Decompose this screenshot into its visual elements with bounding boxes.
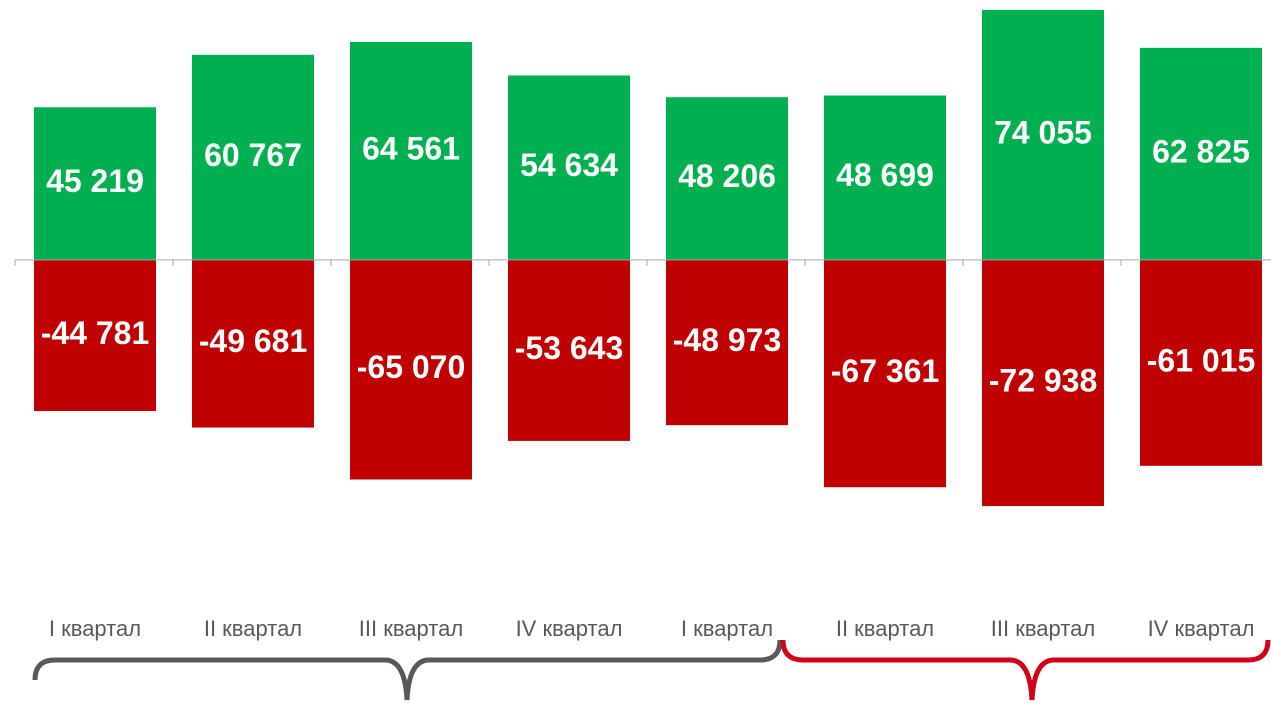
bar <box>1140 259 1262 466</box>
bar <box>192 54 314 260</box>
x-tick-label: IV квартал <box>516 616 623 641</box>
bar <box>982 9 1104 260</box>
value-label: -49 681 <box>199 323 308 359</box>
bar <box>982 259 1104 507</box>
value-label: -65 070 <box>357 349 466 385</box>
x-tick-label: III квартал <box>359 616 463 641</box>
x-tick-label: II квартал <box>836 616 934 641</box>
bar <box>666 259 788 426</box>
x-tick-label: III квартал <box>991 616 1095 641</box>
value-label: -67 361 <box>831 353 940 389</box>
x-tick-label: II квартал <box>204 616 302 641</box>
bar <box>824 259 946 488</box>
value-label: 45 219 <box>46 163 144 199</box>
value-label: -53 643 <box>515 330 624 366</box>
value-label: 74 055 <box>994 114 1092 150</box>
bar <box>350 259 472 480</box>
value-label: -72 938 <box>989 362 1098 398</box>
x-tick-label: I квартал <box>681 616 773 641</box>
group-bracket <box>32 639 783 701</box>
bar <box>666 97 788 260</box>
value-label: 60 767 <box>204 137 302 173</box>
bar <box>824 95 946 260</box>
bar <box>508 259 630 441</box>
bar <box>350 41 472 260</box>
value-label: -61 015 <box>1147 342 1256 378</box>
group-bracket <box>780 639 1271 701</box>
bar <box>508 75 630 260</box>
bar <box>1140 47 1262 260</box>
bar <box>34 259 156 412</box>
value-label: 62 825 <box>1152 133 1250 169</box>
bar <box>192 259 314 428</box>
x-tick-label: IV квартал <box>1148 616 1255 641</box>
value-label: 48 206 <box>678 158 776 194</box>
x-tick-label: I квартал <box>49 616 141 641</box>
bar <box>34 107 156 260</box>
value-label: 64 561 <box>362 130 460 166</box>
value-label: -48 973 <box>673 322 782 358</box>
value-label: 54 634 <box>520 147 618 183</box>
value-label: 48 699 <box>836 157 934 193</box>
value-label: -44 781 <box>41 315 150 351</box>
